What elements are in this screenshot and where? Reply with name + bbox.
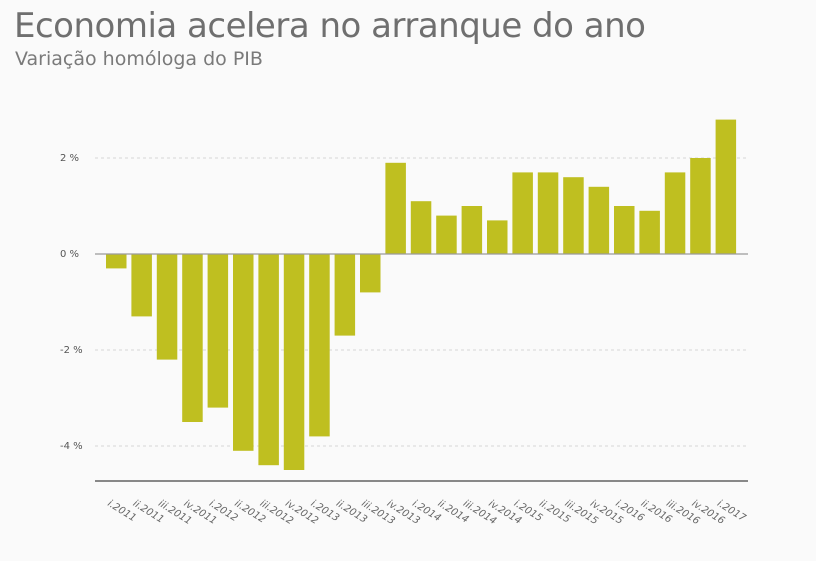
bar: [690, 158, 711, 254]
bar: [639, 210, 660, 254]
y-tick-label: -4 %: [60, 441, 83, 452]
bar: [283, 254, 305, 470]
gridlines: [95, 157, 748, 447]
bar: [461, 206, 483, 254]
bar: [334, 254, 356, 336]
bar: [512, 172, 533, 254]
bar: [487, 220, 508, 254]
bar: [664, 172, 686, 254]
bar: [106, 254, 127, 269]
x-tick-label: i.2011: [105, 498, 137, 524]
bar: [309, 254, 330, 437]
x-tick-labels: i.2011ii.2011iii.2011iv.2011i.2012ii.201…: [105, 498, 748, 527]
bar: [563, 177, 584, 254]
bar: [614, 206, 635, 254]
bar: [182, 254, 203, 422]
bar: [410, 201, 432, 254]
bar: [207, 254, 229, 408]
y-tick-label: 2 %: [60, 153, 79, 164]
bar: [156, 254, 178, 360]
bar: [385, 162, 406, 254]
bar: [233, 254, 254, 451]
chart-subtitle: Variação homóloga do PIB: [15, 48, 263, 70]
axes: [95, 253, 748, 482]
bar: [588, 186, 610, 254]
bar: [131, 254, 152, 317]
bar: [537, 172, 559, 254]
bar: [258, 254, 279, 466]
chart-title: Economia acelera no arranque do ano: [14, 6, 646, 46]
bar: [436, 215, 457, 254]
y-tick-labels: 2 % 0 % -2 % -4 %: [60, 153, 83, 452]
bar: [715, 119, 737, 254]
y-tick-label: -2 %: [60, 345, 83, 356]
bar: [360, 254, 381, 293]
y-tick-label: 0 %: [60, 249, 79, 260]
bars: [106, 119, 737, 470]
